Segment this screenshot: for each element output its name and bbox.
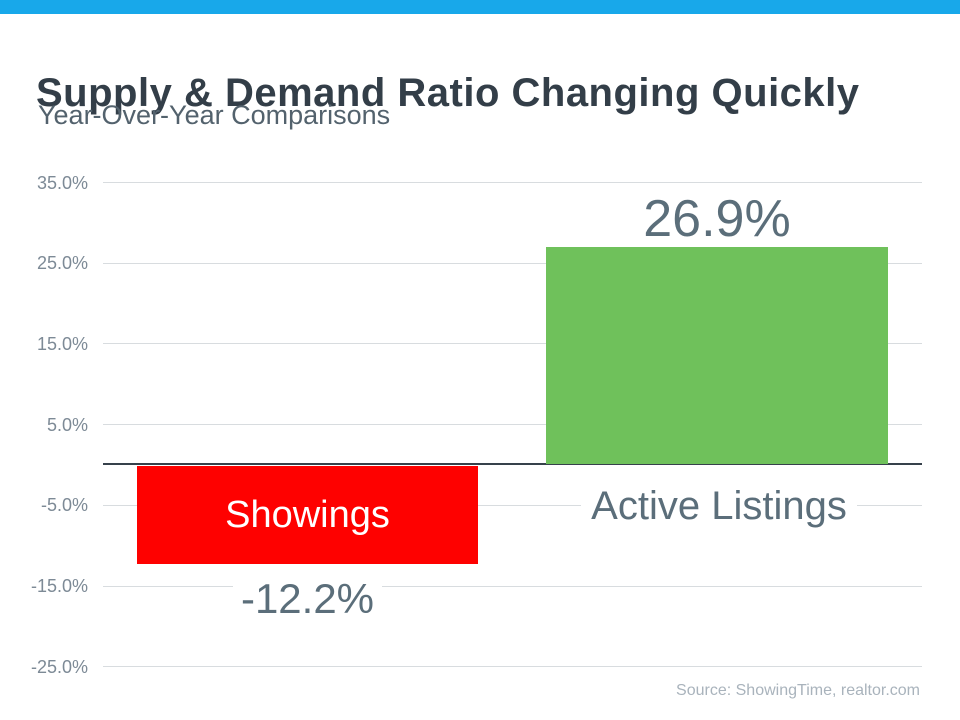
category-label-active-listings: Active Listings <box>537 485 901 527</box>
y-tick-label: 25.0% <box>36 253 88 274</box>
gridline--15.0% <box>103 585 922 587</box>
source-attribution: Source: ShowingTime, realtor.com <box>676 682 920 699</box>
gridline--5.0% <box>103 504 922 506</box>
gridline-5.0% <box>103 424 922 426</box>
y-tick-label: -15.0% <box>30 576 88 597</box>
value-label-active-listings: 26.9% <box>546 192 888 247</box>
gridline-15.0% <box>103 343 922 345</box>
y-tick-label: -25.0% <box>30 656 88 677</box>
y-tick-label: 5.0% <box>46 414 88 435</box>
top-accent-bar <box>0 0 960 14</box>
gridline--25.0% <box>103 666 922 668</box>
y-tick-label: -5.0% <box>40 495 88 516</box>
category-label-showings: Showings <box>225 493 390 536</box>
y-tick-label: 15.0% <box>36 333 88 354</box>
gridline-25.0% <box>103 262 922 264</box>
page-title: Supply & Demand Ratio Changing Quickly <box>36 70 860 115</box>
bar-showings: Showings <box>137 466 478 565</box>
gridline-35.0% <box>103 182 922 184</box>
page-subtitle: Year-Over-Year Comparisons <box>38 100 391 130</box>
x-axis-line <box>103 463 922 465</box>
bar-active-listings <box>546 246 888 464</box>
y-tick-label: 35.0% <box>36 172 88 193</box>
value-label-showings: -12.2% <box>137 576 478 622</box>
